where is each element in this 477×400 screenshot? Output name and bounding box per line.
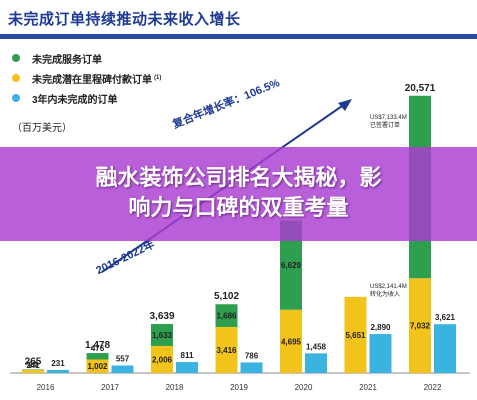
x-tick-label: 2016 <box>37 383 55 392</box>
segment-data-label: 1,633 <box>152 331 173 340</box>
side-data-label: 557 <box>116 354 130 363</box>
stack-segment <box>86 353 109 360</box>
cagr-arrow-head <box>338 99 352 111</box>
unit-label: （百万美元） <box>12 123 72 134</box>
banner-line: 融水装饰公司排名大揭秘，影 <box>95 165 382 190</box>
legend-item-three-year: 3年内未完成的订单 <box>12 88 161 108</box>
side-data-label: 2,890 <box>370 323 391 332</box>
segment-data-label: 241 <box>26 361 40 370</box>
x-tick-label: 2022 <box>424 383 442 392</box>
legend-item-service: 未完成服务订单 <box>12 48 161 68</box>
side-data-label: 3,621 <box>435 313 456 322</box>
side-bar <box>434 324 456 373</box>
x-tick-label: 2019 <box>230 383 248 392</box>
annotation-line: US$7,133.4M <box>370 115 407 121</box>
stack-segment <box>409 278 431 373</box>
banner-line: 响力与口碑的双重考量 <box>128 195 349 220</box>
segment-data-label: 5,651 <box>345 331 366 340</box>
side-bar <box>305 353 327 373</box>
x-tick-label: 2017 <box>101 383 119 392</box>
side-data-label: 1,458 <box>306 342 327 351</box>
x-tick-label: 2018 <box>166 383 184 392</box>
stack-segment <box>22 369 44 373</box>
side-data-label: 811 <box>181 351 194 360</box>
side-bar <box>176 362 198 373</box>
page-title: 未完成订单持续推动未来收入增长 <box>8 11 241 28</box>
side-bar <box>369 334 392 373</box>
legend-footnote: (1) <box>154 75 162 81</box>
stack-segment <box>280 220 302 310</box>
side-data-label: 231 <box>51 359 65 368</box>
total-data-label: 20,571 <box>405 83 436 94</box>
segment-data-label: 2,006 <box>152 355 173 364</box>
stack-segment <box>344 296 367 373</box>
stack-segment <box>22 369 44 370</box>
segment-data-label: 6,629 <box>281 261 302 270</box>
legend-dot-yellow-icon <box>12 74 20 82</box>
stack-segment <box>151 345 173 373</box>
legend-label: 未完成潜在里程碑付款订单 <box>32 74 152 86</box>
stack-segment <box>215 326 238 373</box>
side-bar <box>240 362 263 373</box>
legend-dot-green-icon <box>12 54 20 62</box>
annotation-line: US$2,141.4M <box>370 284 407 290</box>
side-bar <box>47 369 69 373</box>
x-tick-label: 2020 <box>295 383 313 392</box>
legend-dot-blue-icon <box>12 94 20 102</box>
stack-segment <box>86 359 109 373</box>
total-data-label: 265 <box>25 356 42 367</box>
legend-item-milestone: 未完成潜在里程碑付款订单 (1) <box>12 68 161 88</box>
legend: 未完成服务订单 未完成潜在里程碑付款订单 (1) 3年内未完成的订单 <box>12 48 161 108</box>
stack-segment <box>280 309 302 373</box>
legend-label: 未完成服务订单 <box>32 54 102 66</box>
segment-data-label: 476 <box>91 344 105 353</box>
total-data-label: 3,639 <box>149 311 174 322</box>
stack-segment <box>215 304 238 327</box>
side-data-label: 786 <box>245 351 259 360</box>
segment-data-label: 1,686 <box>216 312 237 321</box>
title-underline <box>0 34 477 39</box>
legend-label: 3年内未完成的订单 <box>32 94 118 106</box>
overlay-banner <box>0 147 477 241</box>
annotation-line: 已签署订单 <box>370 123 401 129</box>
banner-text: 融水装饰公司排名大揭秘，影 响力与口碑的双重考量 <box>0 163 477 223</box>
segment-data-label: 24 <box>29 360 38 369</box>
segment-data-label: 4,695 <box>281 337 302 346</box>
annotation-line: 转化为收入 <box>370 292 401 298</box>
total-data-label: 5,102 <box>214 291 239 302</box>
x-tick-label: 2021 <box>359 383 377 392</box>
segment-data-label: 1,002 <box>87 362 108 371</box>
side-bar <box>111 365 134 373</box>
total-data-label: 1,478 <box>85 340 110 351</box>
segment-data-label: 7,032 <box>410 322 431 331</box>
stack-segment <box>151 323 173 346</box>
annotation-2021: US$2,141.4M 转化为收入 <box>370 283 407 299</box>
annotation-2022: US$7,133.4M 已签署订单 <box>370 114 407 130</box>
segment-data-label: 3,416 <box>216 346 237 355</box>
